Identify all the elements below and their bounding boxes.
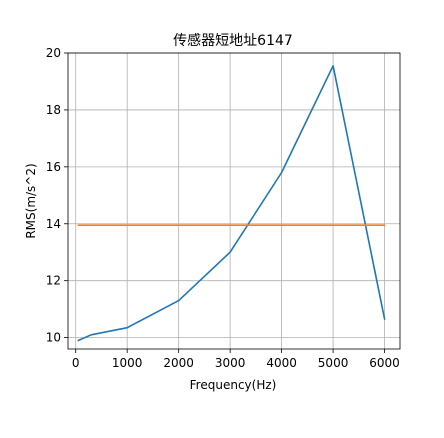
series-lines [77,65,386,342]
grid-lines [68,52,400,349]
y-tick-label: 10 [46,331,61,345]
y-tick-label: 12 [46,274,61,288]
x-tick-label: 3000 [215,356,246,370]
x-tick-label: 1000 [112,356,143,370]
x-axis-ticks: 0 1000 2000 3000 4000 5000 6000 [72,349,400,370]
y-tick-label: 14 [46,217,61,231]
chart-title: 传感器短地址6147 [173,32,293,49]
y-axis-ticks: 10 12 14 16 18 20 [46,46,68,345]
y-axis-label: RMS(m/s^2) [24,163,38,238]
x-axis-label: Frequency(Hz) [190,378,277,392]
plot-frame [67,52,401,350]
series-line-1 [77,65,386,342]
y-tick-label: 16 [46,160,61,174]
x-tick-label: 2000 [163,356,194,370]
y-tick-label: 18 [46,103,61,117]
x-tick-label: 5000 [318,356,349,370]
x-tick-label: 6000 [369,356,400,370]
x-tick-label: 4000 [266,356,297,370]
y-tick-label: 20 [46,46,61,60]
x-tick-label: 0 [72,356,80,370]
